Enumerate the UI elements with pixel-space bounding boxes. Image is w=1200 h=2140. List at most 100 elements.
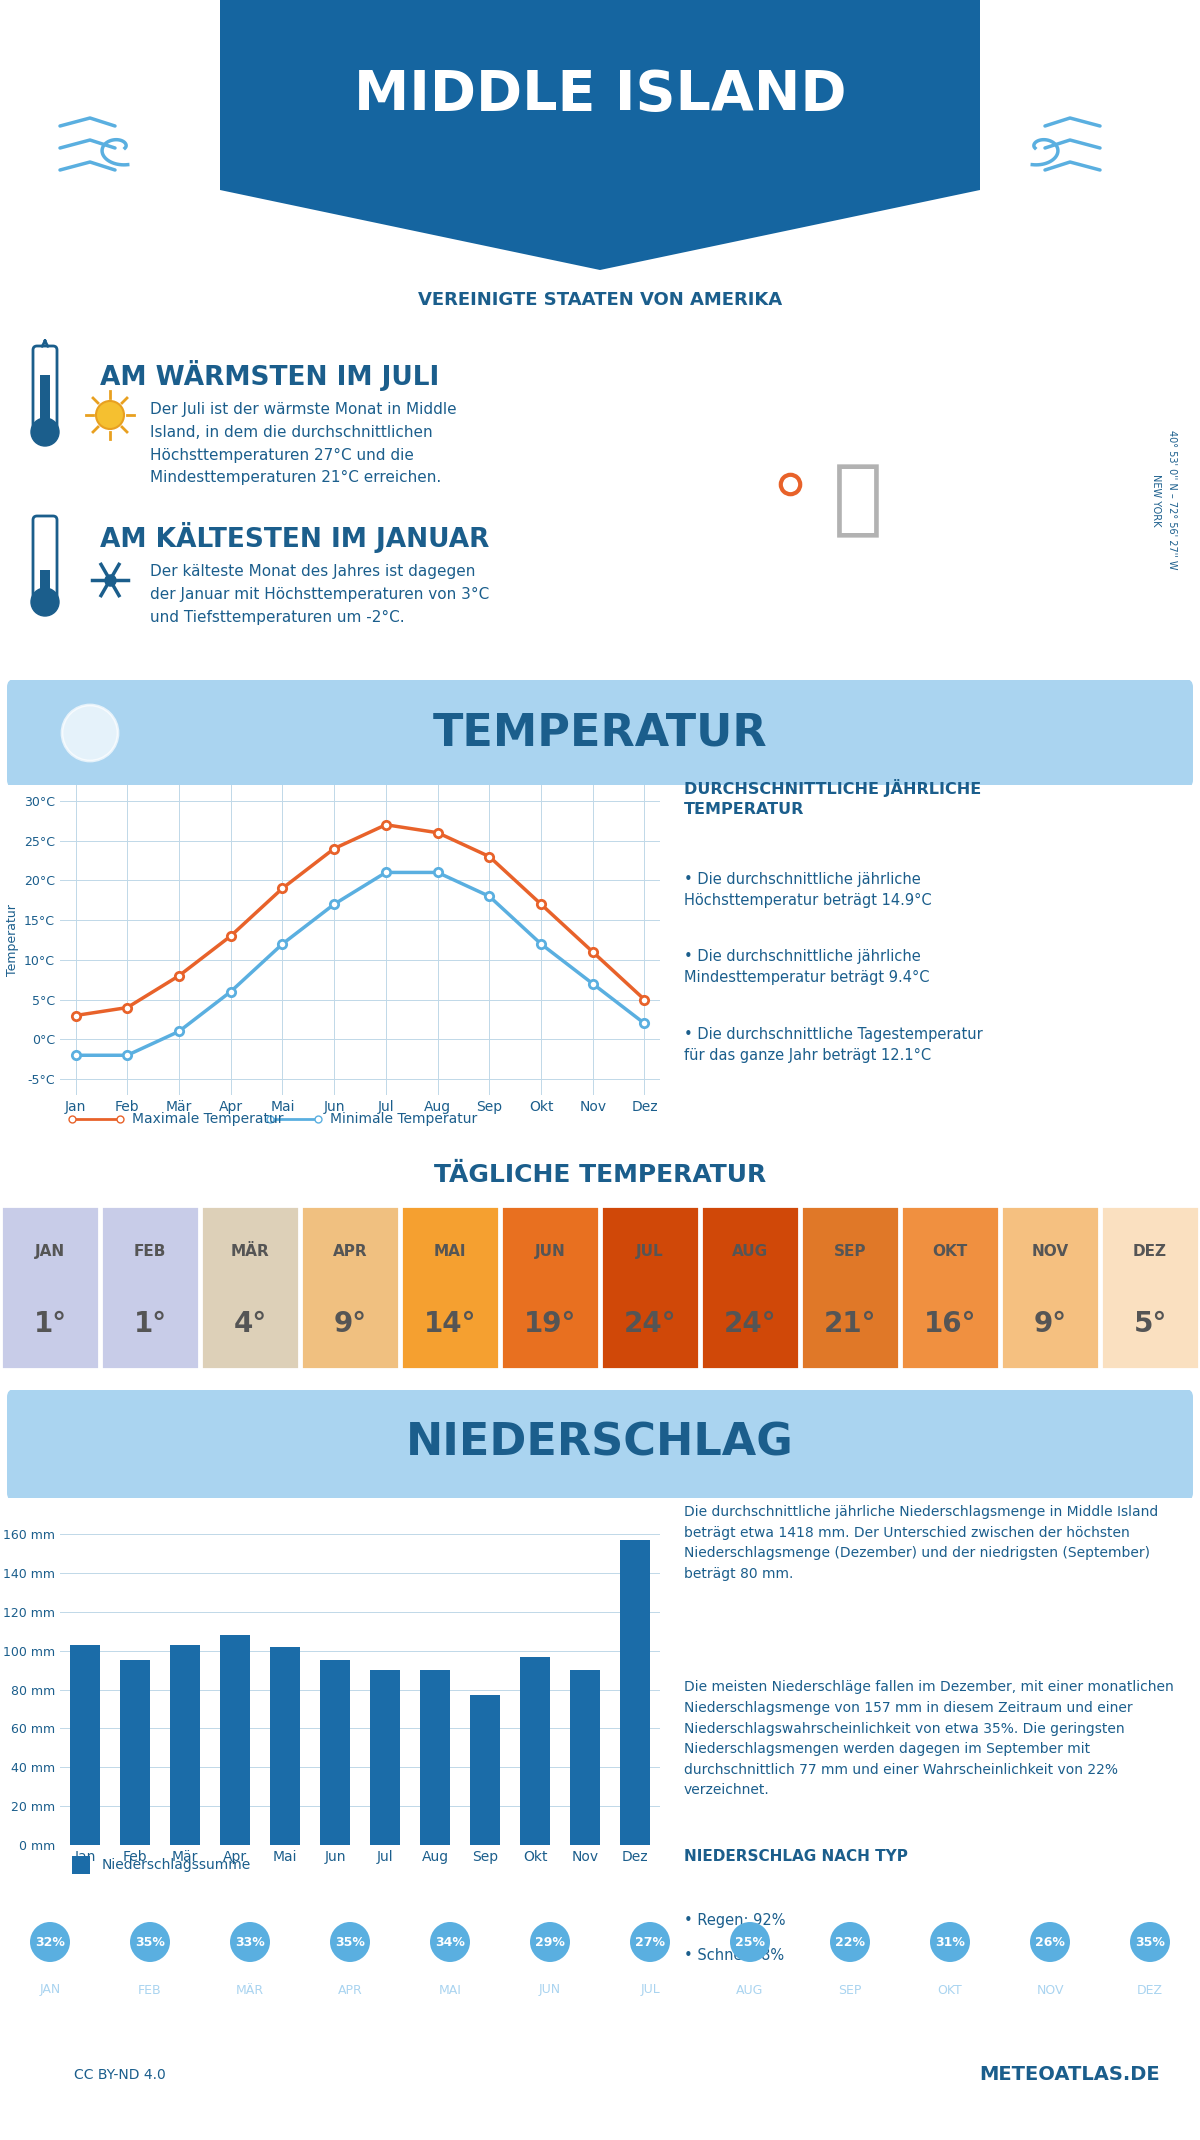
Bar (70, 1646, 100, 1845)
Text: 31%: 31% (935, 1935, 965, 1950)
Bar (470, 1695, 500, 1845)
Bar (40, 569, 50, 599)
Text: SEP: SEP (839, 1984, 862, 1997)
Text: DURCHSCHNITTLICHE JÄHRLICHE
TEMPERATUR: DURCHSCHNITTLICHE JÄHRLICHE TEMPERATUR (684, 779, 982, 817)
Text: • Schnee: 8%: • Schnee: 8% (684, 1947, 784, 1962)
Text: METEOATLAS.DE: METEOATLAS.DE (979, 2065, 1160, 2084)
Circle shape (930, 1922, 970, 1962)
Text: 4°: 4° (233, 1310, 266, 1338)
Text: DEZ: DEZ (1138, 1984, 1163, 1997)
Text: 16°: 16° (924, 1310, 977, 1338)
Text: FEB: FEB (134, 1243, 166, 1258)
Bar (120, 1661, 150, 1845)
Bar (1, 1207, 98, 1370)
Circle shape (830, 1922, 870, 1962)
Text: 24°: 24° (624, 1310, 677, 1338)
Bar (620, 1541, 650, 1845)
Text: MAI: MAI (438, 1984, 462, 1997)
Text: 21°: 21° (823, 1310, 876, 1338)
Text: TEMPERATUR: TEMPERATUR (433, 710, 767, 755)
Text: NIEDERSCHLAGSWAHRSCHEINLICHKEIT: NIEDERSCHLAGSWAHRSCHEINLICHKEIT (401, 1881, 799, 1900)
Text: 24°: 24° (724, 1310, 776, 1338)
Bar (570, 1669, 600, 1845)
Circle shape (630, 1922, 670, 1962)
Circle shape (30, 1922, 70, 1962)
Text: Die meisten Niederschläge fallen im Dezember, mit einer monatlichen Niederschlag: Die meisten Niederschläge fallen im Deze… (684, 1680, 1174, 1798)
Text: JAN: JAN (40, 1984, 61, 1997)
Circle shape (730, 1922, 770, 1962)
Bar (40, 374, 50, 430)
Polygon shape (220, 0, 980, 270)
Text: 32%: 32% (35, 1935, 65, 1950)
Circle shape (31, 588, 59, 616)
Circle shape (96, 400, 124, 428)
Circle shape (530, 1922, 570, 1962)
Text: NOV: NOV (1032, 1243, 1068, 1258)
Text: TÄGLICHE TEMPERATUR: TÄGLICHE TEMPERATUR (434, 1162, 766, 1188)
Text: DEZ: DEZ (1133, 1243, 1166, 1258)
Bar (1102, 1207, 1199, 1370)
Text: 9°: 9° (1033, 1310, 1067, 1338)
Text: NOV: NOV (1037, 1984, 1063, 1997)
Circle shape (1130, 1922, 1170, 1962)
Text: 40° 53' 0'' N – 72° 56' 27'' W
NEW YORK: 40° 53' 0'' N – 72° 56' 27'' W NEW YORK (1151, 430, 1177, 569)
Bar (301, 1207, 398, 1370)
Text: MÄR: MÄR (236, 1984, 264, 1997)
Circle shape (31, 417, 59, 445)
Text: Niederschlagssumme: Niederschlagssumme (102, 1858, 251, 1872)
Y-axis label: Temperatur: Temperatur (6, 903, 18, 976)
Circle shape (330, 1922, 370, 1962)
Bar (320, 1661, 350, 1845)
Bar (502, 1207, 599, 1370)
Circle shape (62, 704, 118, 762)
Bar (101, 1207, 199, 1370)
Bar (520, 1656, 550, 1845)
Text: • Die durchschnittliche jährliche
Mindesttemperatur beträgt 9.4°C: • Die durchschnittliche jährliche Mindes… (684, 950, 930, 984)
Text: NIEDERSCHLAG NACH TYP: NIEDERSCHLAG NACH TYP (684, 1849, 908, 1864)
Text: 26%: 26% (1036, 1935, 1064, 1950)
Text: APR: APR (332, 1243, 367, 1258)
Text: 5°: 5° (1133, 1310, 1166, 1338)
Text: JUL: JUL (636, 1243, 664, 1258)
Bar (220, 1635, 250, 1845)
Text: • Die durchschnittliche Tagestemperatur
für das ganze Jahr beträgt 12.1°C: • Die durchschnittliche Tagestemperatur … (684, 1027, 983, 1064)
Text: MAI: MAI (433, 1243, 467, 1258)
FancyBboxPatch shape (7, 1389, 1193, 1500)
Circle shape (230, 1922, 270, 1962)
Text: OKT: OKT (937, 1984, 962, 1997)
Text: OKT: OKT (932, 1243, 967, 1258)
Text: Die durchschnittliche jährliche Niederschlagsmenge in Middle Island beträgt etwa: Die durchschnittliche jährliche Niedersc… (684, 1504, 1158, 1581)
Bar (802, 1207, 899, 1370)
Text: Der Juli ist der wärmste Monat in Middle
Island, in dem die durchschnittlichen
H: Der Juli ist der wärmste Monat in Middle… (150, 402, 457, 486)
FancyBboxPatch shape (34, 347, 58, 434)
Circle shape (130, 1922, 170, 1962)
Text: MÄR: MÄR (230, 1243, 269, 1258)
Text: 35%: 35% (1135, 1935, 1165, 1950)
Bar (401, 1207, 499, 1370)
Text: JUN: JUN (535, 1243, 565, 1258)
Text: Maximale Temperatur: Maximale Temperatur (132, 1113, 283, 1126)
Bar (170, 1646, 200, 1845)
Text: NIEDERSCHLAG: NIEDERSCHLAG (406, 1421, 794, 1464)
Text: 🌍: 🌍 (833, 460, 883, 541)
Text: MIDDLE ISLAND: MIDDLE ISLAND (354, 68, 846, 122)
Text: AM KÄLTESTEN IM JANUAR: AM KÄLTESTEN IM JANUAR (100, 522, 490, 552)
Text: JUL: JUL (640, 1984, 660, 1997)
Text: 34%: 34% (436, 1935, 464, 1950)
Text: 27%: 27% (635, 1935, 665, 1950)
Text: 9°: 9° (334, 1310, 366, 1338)
Bar (420, 1669, 450, 1845)
Bar (601, 1207, 698, 1370)
Circle shape (430, 1922, 470, 1962)
Text: APR: APR (337, 1984, 362, 1997)
Text: 1°: 1° (34, 1310, 66, 1338)
Text: • Regen: 92%: • Regen: 92% (684, 1913, 786, 1928)
Text: FEB: FEB (138, 1984, 162, 1997)
Text: SEP: SEP (834, 1243, 866, 1258)
Bar (701, 1207, 799, 1370)
Circle shape (1030, 1922, 1070, 1962)
Text: JUN: JUN (539, 1984, 562, 1997)
Text: AUG: AUG (732, 1243, 768, 1258)
Text: CC BY-ND 4.0: CC BY-ND 4.0 (74, 2067, 166, 2082)
FancyBboxPatch shape (34, 516, 58, 603)
